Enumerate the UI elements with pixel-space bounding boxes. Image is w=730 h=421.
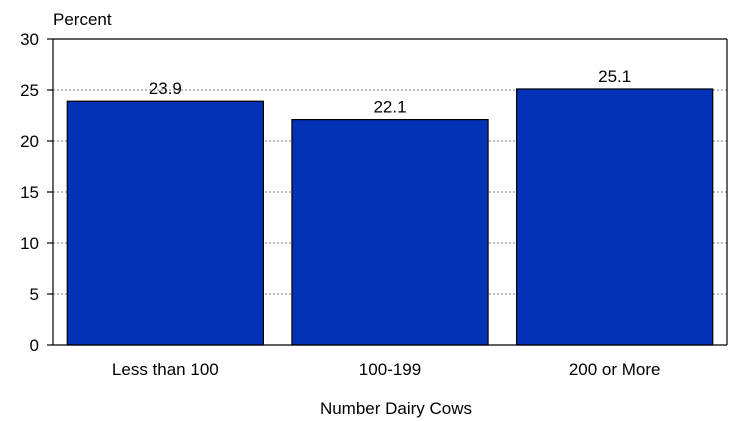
y-tick-label-10: 10 (20, 234, 39, 253)
data-label-2: 22.1 (373, 98, 406, 117)
bars (66, 88, 714, 346)
y-tick-label-20: 20 (20, 132, 39, 151)
bar-3 (515, 88, 714, 346)
x-tick-label-1: Less than 100 (112, 360, 219, 379)
axes (47, 38, 728, 346)
y-tick-label-0: 0 (30, 336, 39, 355)
bar-2 (291, 118, 489, 346)
y-tick-label-15: 15 (20, 183, 39, 202)
y-tick-label-30: 30 (20, 30, 39, 49)
x-axis-title: Number Dairy Cows (320, 399, 472, 418)
y-tick-label-5: 5 (30, 285, 39, 304)
data-label-3: 25.1 (598, 67, 631, 86)
data-label-1: 23.9 (149, 79, 182, 98)
x-tick-label-2: 100-199 (359, 360, 421, 379)
y-tick-label-25: 25 (20, 81, 39, 100)
bar-1 (66, 100, 265, 346)
x-tick-label-3: 200 or More (569, 360, 661, 379)
y-axis-title: Percent (53, 10, 112, 29)
labels: 23.9 Less than 100 22.1 100-199 25.1 200 or M… (20, 30, 660, 379)
